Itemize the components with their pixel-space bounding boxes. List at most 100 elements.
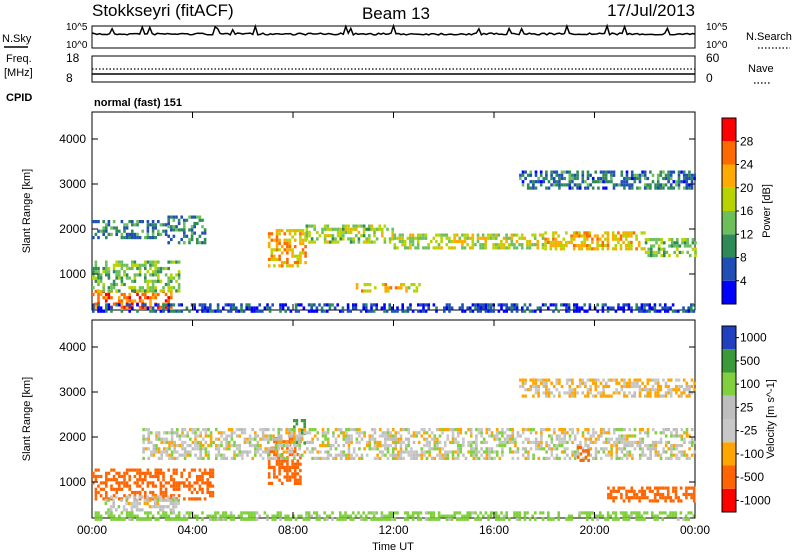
echo-cell	[99, 514, 103, 518]
echo-cell	[461, 233, 464, 237]
echo-cell	[229, 514, 233, 518]
echo-cell	[176, 444, 179, 448]
echo-cell	[150, 440, 153, 444]
echo-cell	[170, 474, 173, 479]
echo-cell	[324, 431, 327, 435]
echo-cell	[125, 226, 129, 230]
echo-cell	[591, 186, 595, 190]
echo-cell	[320, 309, 324, 313]
echo-cell	[273, 469, 276, 473]
echo-cell	[396, 306, 399, 310]
echo-cell	[230, 428, 234, 432]
echo-cell	[120, 302, 124, 306]
echo-cell	[685, 381, 689, 385]
echo-cell	[591, 511, 594, 515]
echo-cell	[170, 289, 173, 293]
echo-cell	[619, 237, 623, 241]
echo-cell	[589, 183, 592, 187]
echo-cell	[105, 474, 108, 479]
echo-cell	[641, 388, 644, 392]
echo-cell	[469, 453, 473, 457]
echo-cell	[625, 381, 629, 385]
echo-cell	[125, 273, 129, 277]
echo-cell	[144, 494, 147, 498]
echo-cell	[516, 447, 520, 451]
echo-cell	[620, 496, 623, 500]
echo-cell	[255, 517, 259, 521]
echo-cell	[102, 266, 105, 271]
echo-cell	[120, 487, 124, 491]
echo-cell	[286, 241, 289, 245]
echo-cell	[167, 215, 170, 219]
echo-cell	[672, 428, 676, 432]
echo-cell	[480, 431, 483, 435]
echo-cell	[97, 490, 100, 495]
echo-cell	[280, 261, 284, 265]
echo-cell	[523, 514, 527, 518]
echo-cell	[432, 246, 436, 250]
x-tick-label: 00:00	[680, 523, 710, 537]
echo-cell	[104, 498, 108, 502]
echo-cell	[151, 270, 155, 274]
echo-cell	[669, 186, 673, 190]
echo-cell	[617, 489, 621, 493]
echo-cell	[454, 440, 457, 444]
echo-cell	[620, 170, 624, 174]
echo-cell	[154, 471, 157, 475]
echo-cell	[97, 514, 100, 518]
echo-cell	[524, 394, 527, 398]
echo-cell	[144, 517, 147, 521]
echo-cell	[123, 517, 126, 521]
echo-cell	[149, 236, 152, 240]
echo-cell	[643, 173, 647, 177]
echo-cell	[519, 434, 522, 438]
echo-cell	[649, 186, 652, 190]
echo-cell	[586, 183, 590, 187]
echo-cell	[146, 484, 150, 488]
echo-cell	[251, 444, 254, 448]
echo-cell	[160, 450, 163, 454]
echo-cell	[469, 447, 473, 451]
echo-cell	[599, 428, 603, 432]
echo-cell	[471, 246, 475, 250]
echo-cell	[497, 309, 501, 313]
echo-cell	[630, 244, 633, 248]
echo-cell	[500, 511, 503, 515]
echo-cell	[177, 282, 181, 287]
echo-cell	[414, 511, 417, 515]
echo-cell	[488, 447, 491, 451]
echo-cell	[688, 456, 691, 460]
echo-cell	[105, 226, 108, 230]
echo-cell	[167, 481, 170, 485]
echo-cell	[368, 447, 372, 451]
echo-cell	[222, 517, 225, 521]
echo-cell	[630, 306, 633, 310]
echo-cell	[326, 227, 329, 231]
echo-cell	[269, 447, 273, 451]
colorbar-frame	[721, 325, 737, 513]
echo-cell	[510, 233, 514, 237]
echo-cell	[568, 388, 572, 392]
echo-cell	[667, 384, 670, 389]
echo-cell	[256, 434, 260, 438]
echo-cell	[539, 378, 543, 382]
echo-cell	[505, 236, 508, 240]
echo-cell	[288, 241, 292, 245]
echo-cell	[151, 232, 155, 236]
echo-cell	[529, 428, 533, 432]
echo-cell	[625, 511, 628, 515]
echo-cell	[107, 276, 111, 280]
echo-cell	[476, 239, 480, 244]
echo-cell	[679, 486, 683, 490]
echo-cell	[612, 378, 616, 382]
echo-cell	[422, 233, 425, 237]
echo-cell	[159, 490, 163, 495]
echo-cell	[170, 273, 173, 277]
echo-cell	[552, 170, 556, 174]
echo-cell	[286, 475, 289, 479]
echo-cell	[144, 474, 147, 479]
echo-cell	[427, 303, 430, 307]
echo-cell	[280, 444, 283, 448]
echo-cell	[189, 428, 192, 432]
echo-cell	[438, 440, 442, 444]
